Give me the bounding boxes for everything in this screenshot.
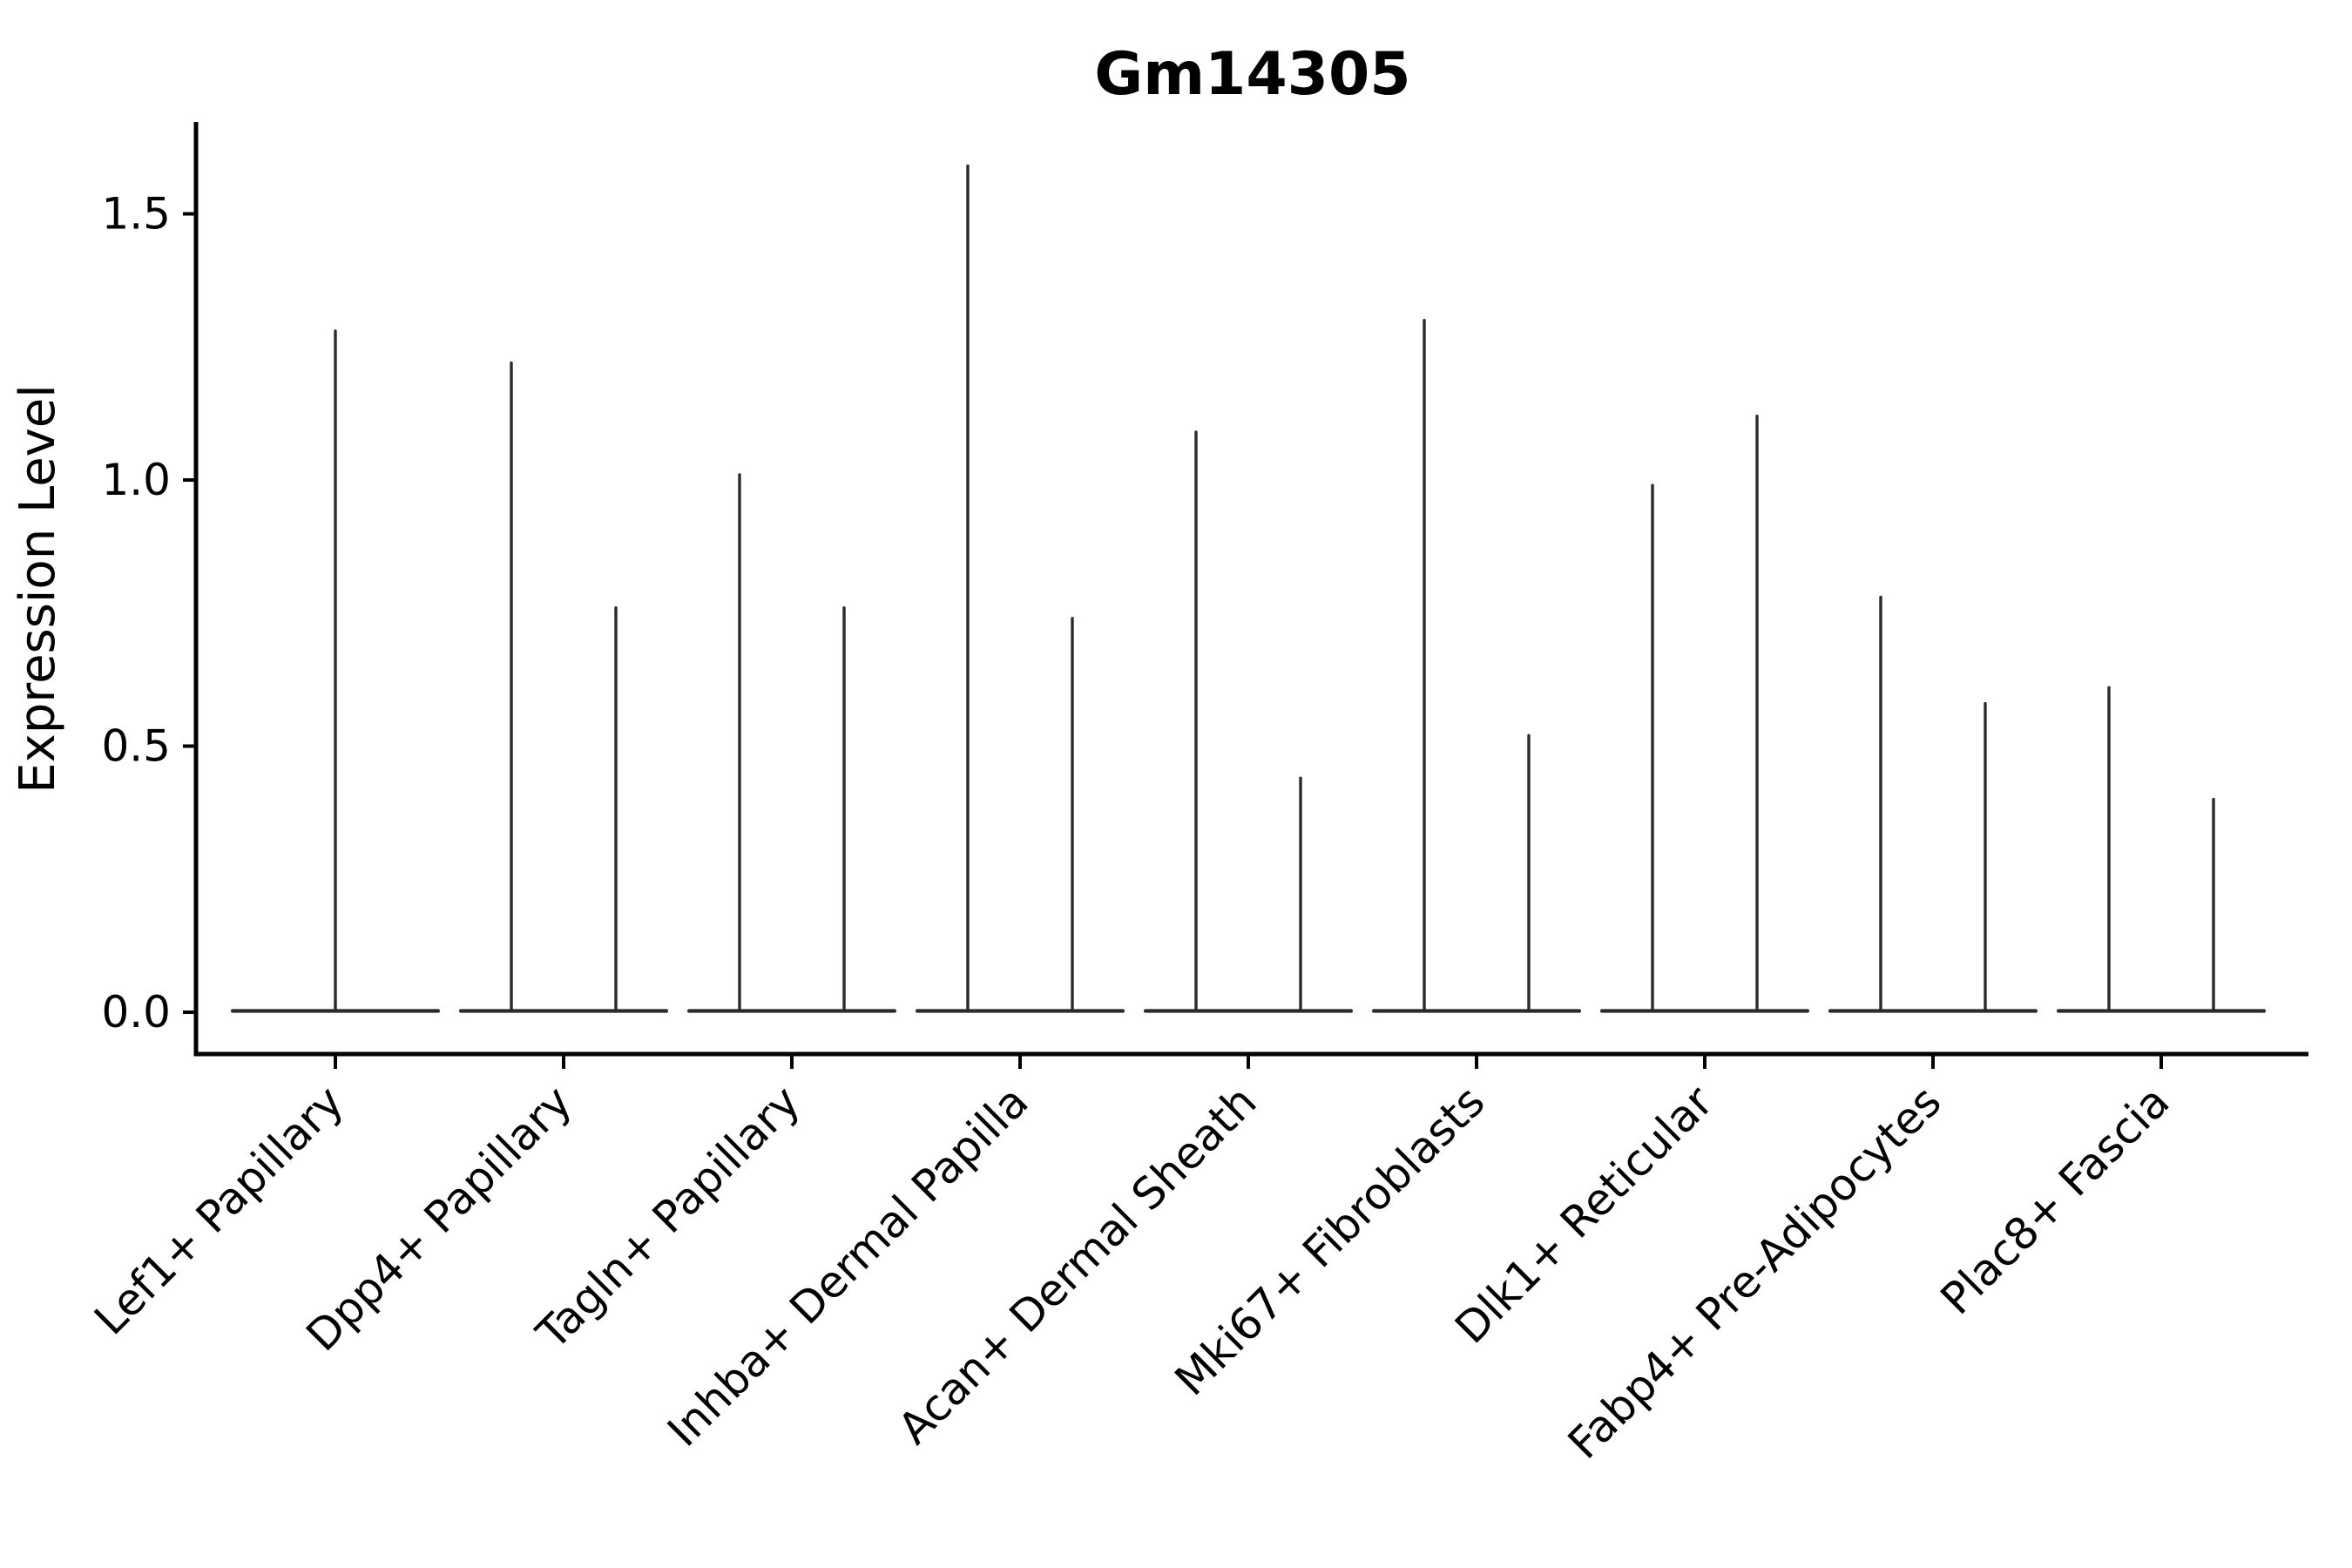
y-axis-label: Expression Level [10, 384, 66, 794]
violin-group [1828, 595, 2038, 1013]
y-tick-label: 0.5 [101, 721, 171, 772]
violin-group [1599, 414, 1810, 1013]
violin-group [458, 361, 669, 1013]
axes [183, 122, 2308, 1069]
violin-group [686, 473, 897, 1013]
violin-group [1143, 430, 1354, 1013]
violins-layer [230, 164, 2267, 1013]
x-tick-label: Lef1+ Papillary [84, 1076, 353, 1344]
x-tick-label: Inhba+ Dermal Papilla [658, 1076, 1037, 1456]
x-tick-label: Plac8+ Fascia [1931, 1076, 2180, 1324]
violin-group [230, 329, 441, 1013]
y-tick-label: 1.5 [101, 189, 171, 240]
chart-title: Gm14305 [1094, 40, 1410, 109]
violin-group [2056, 686, 2267, 1013]
violin-group [915, 164, 1125, 1013]
y-tick-label: 1.0 [101, 455, 171, 505]
violin-group [1371, 319, 1582, 1013]
x-tick-label: Fabp4+ Pre-Adipocytes [1558, 1076, 1951, 1469]
y-tick-label: 0.0 [101, 987, 171, 1037]
